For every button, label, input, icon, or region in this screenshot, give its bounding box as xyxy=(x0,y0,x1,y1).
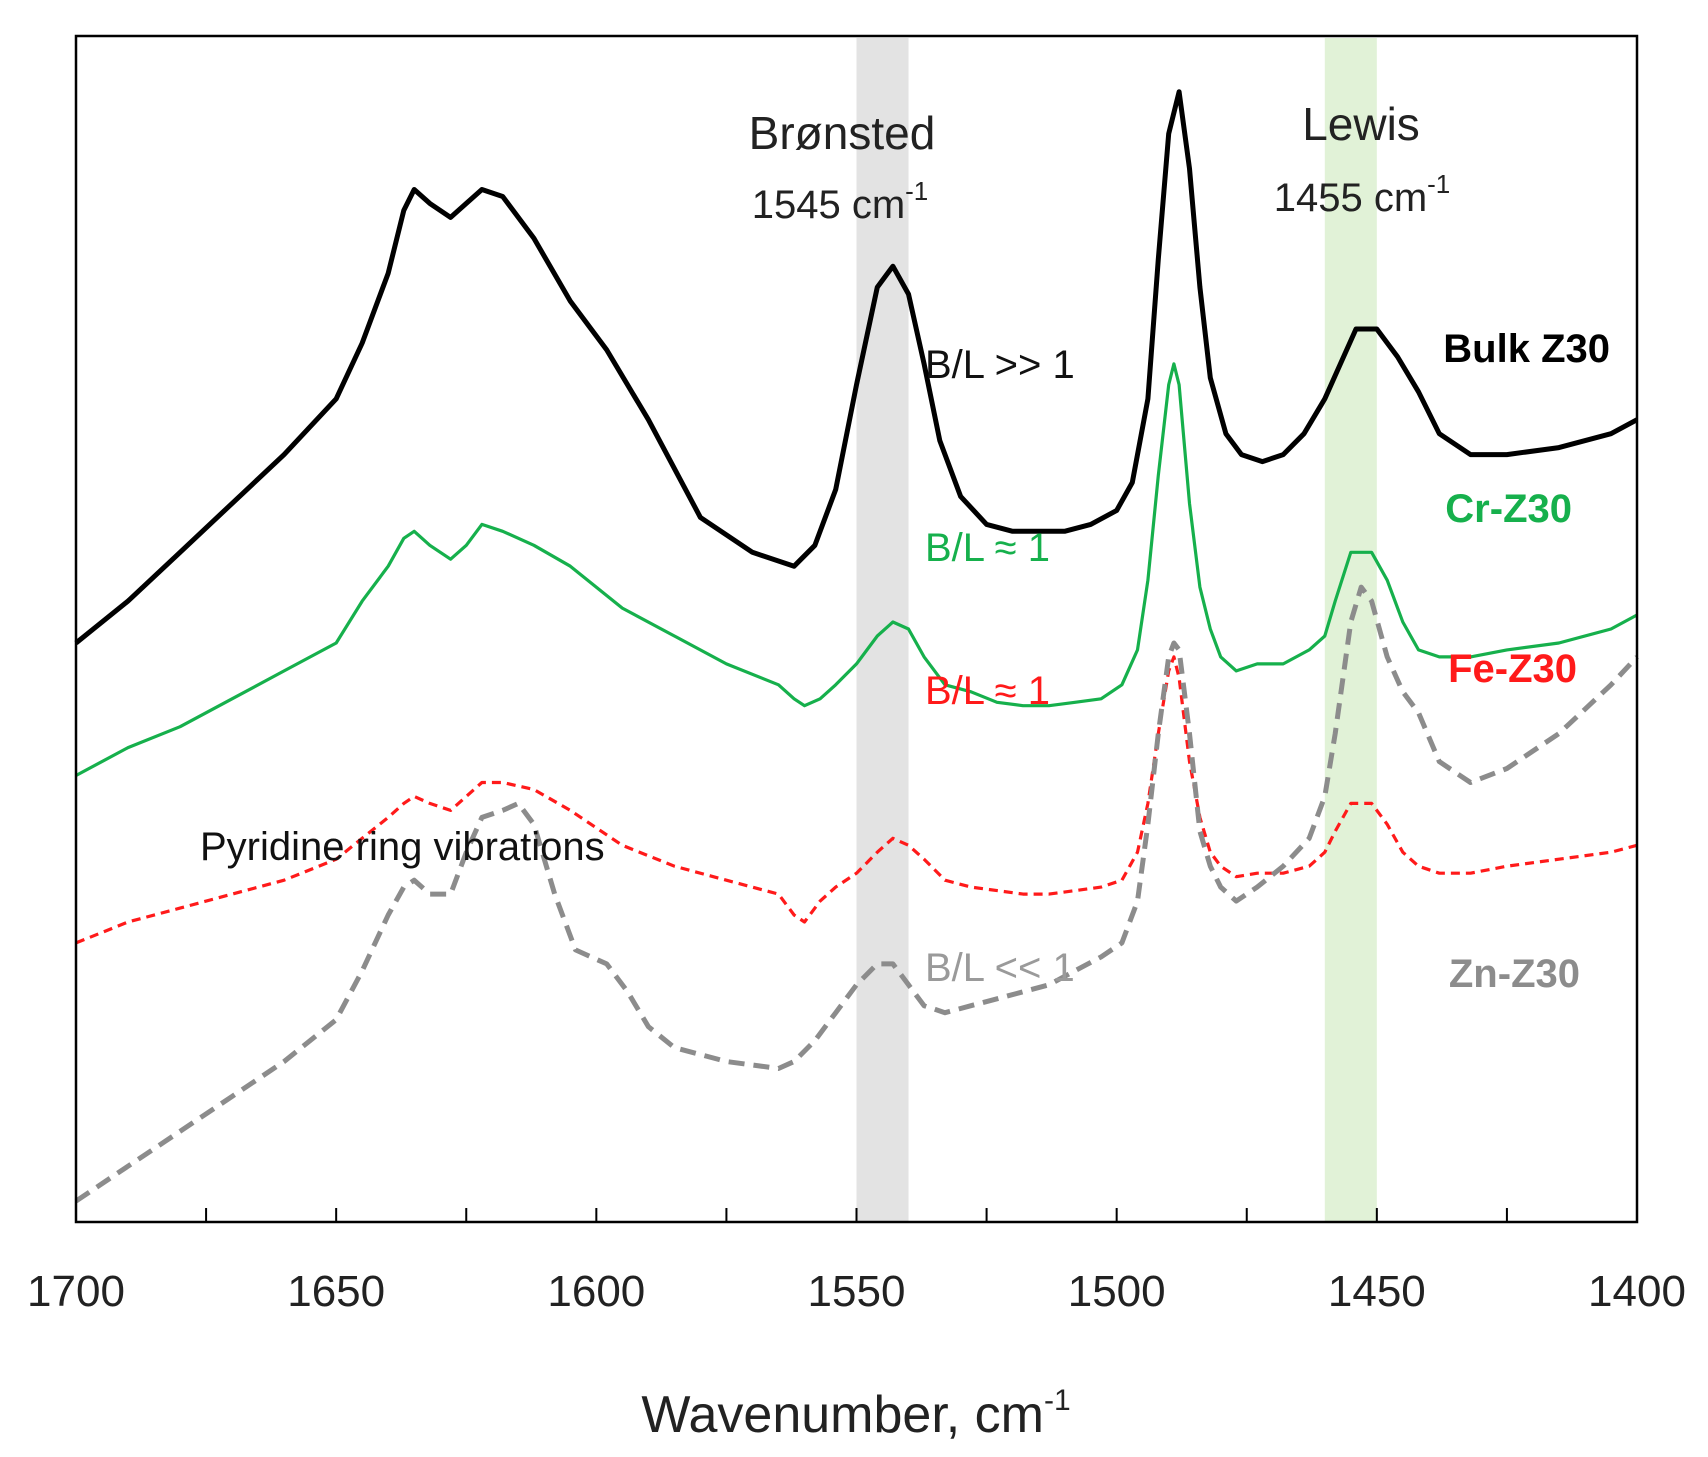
x-tick-label: 1700 xyxy=(27,1267,125,1316)
zn-z30-spectrum xyxy=(74,584,1639,1204)
x-axis-ticks xyxy=(75,1208,1638,1222)
cr-z30-spectrum xyxy=(75,362,1638,777)
fe-z30-label: Fe-Z30 xyxy=(1448,647,1577,691)
bulk-z30-spectrum xyxy=(74,89,1639,645)
bulk-z30-ratio-label: B/L >> 1 xyxy=(925,343,1075,387)
bulk-z30-label: Bulk Z30 xyxy=(1443,327,1610,371)
lewis-label: Lewis xyxy=(1302,98,1420,150)
bronsted-wavenumber-label: 1545 cm-1 xyxy=(752,176,929,227)
cr-z30-ratio-label: B/L ≈ 1 xyxy=(925,526,1050,570)
x-tick-label: 1450 xyxy=(1328,1267,1426,1316)
fe-z30-ratio-label: B/L ≈ 1 xyxy=(925,669,1050,713)
bronsted-label: Brønsted xyxy=(749,107,936,159)
lewis-wavenumber-label: 1455 cm-1 xyxy=(1274,169,1451,220)
x-axis-title: Wavenumber, cm-1 xyxy=(641,1384,1070,1444)
x-tick-label: 1550 xyxy=(808,1267,906,1316)
fe-z30-spectrum xyxy=(75,655,1638,945)
pyridine-annotation: Pyridine ring vibrations xyxy=(200,825,605,869)
x-axis-tick-labels: 1700 1650 1600 1550 1500 1450 1400 xyxy=(27,1267,1686,1316)
x-tick-label: 1600 xyxy=(547,1267,645,1316)
zn-z30-label: Zn-Z30 xyxy=(1449,952,1580,996)
x-tick-label: 1650 xyxy=(287,1267,385,1316)
spectra-lines xyxy=(74,89,1639,1204)
zn-z30-ratio-label: B/L << 1 xyxy=(925,946,1075,990)
cr-z30-label: Cr-Z30 xyxy=(1445,487,1572,531)
x-tick-label: 1400 xyxy=(1588,1267,1686,1316)
x-tick-label: 1500 xyxy=(1068,1267,1166,1316)
